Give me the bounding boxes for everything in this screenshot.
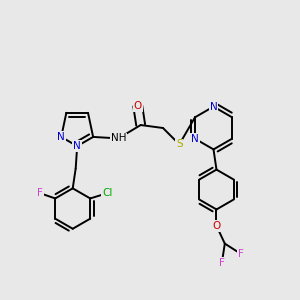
Text: F: F	[219, 258, 225, 268]
Text: F: F	[37, 188, 43, 198]
Text: N: N	[57, 132, 65, 142]
Text: N: N	[210, 102, 218, 112]
Text: O: O	[212, 221, 220, 231]
Text: S: S	[176, 140, 183, 149]
Text: F: F	[238, 249, 244, 259]
Text: NH: NH	[111, 134, 126, 143]
Text: N: N	[73, 141, 81, 151]
Text: O: O	[134, 101, 142, 111]
Text: N: N	[191, 134, 199, 144]
Text: Cl: Cl	[102, 188, 113, 198]
